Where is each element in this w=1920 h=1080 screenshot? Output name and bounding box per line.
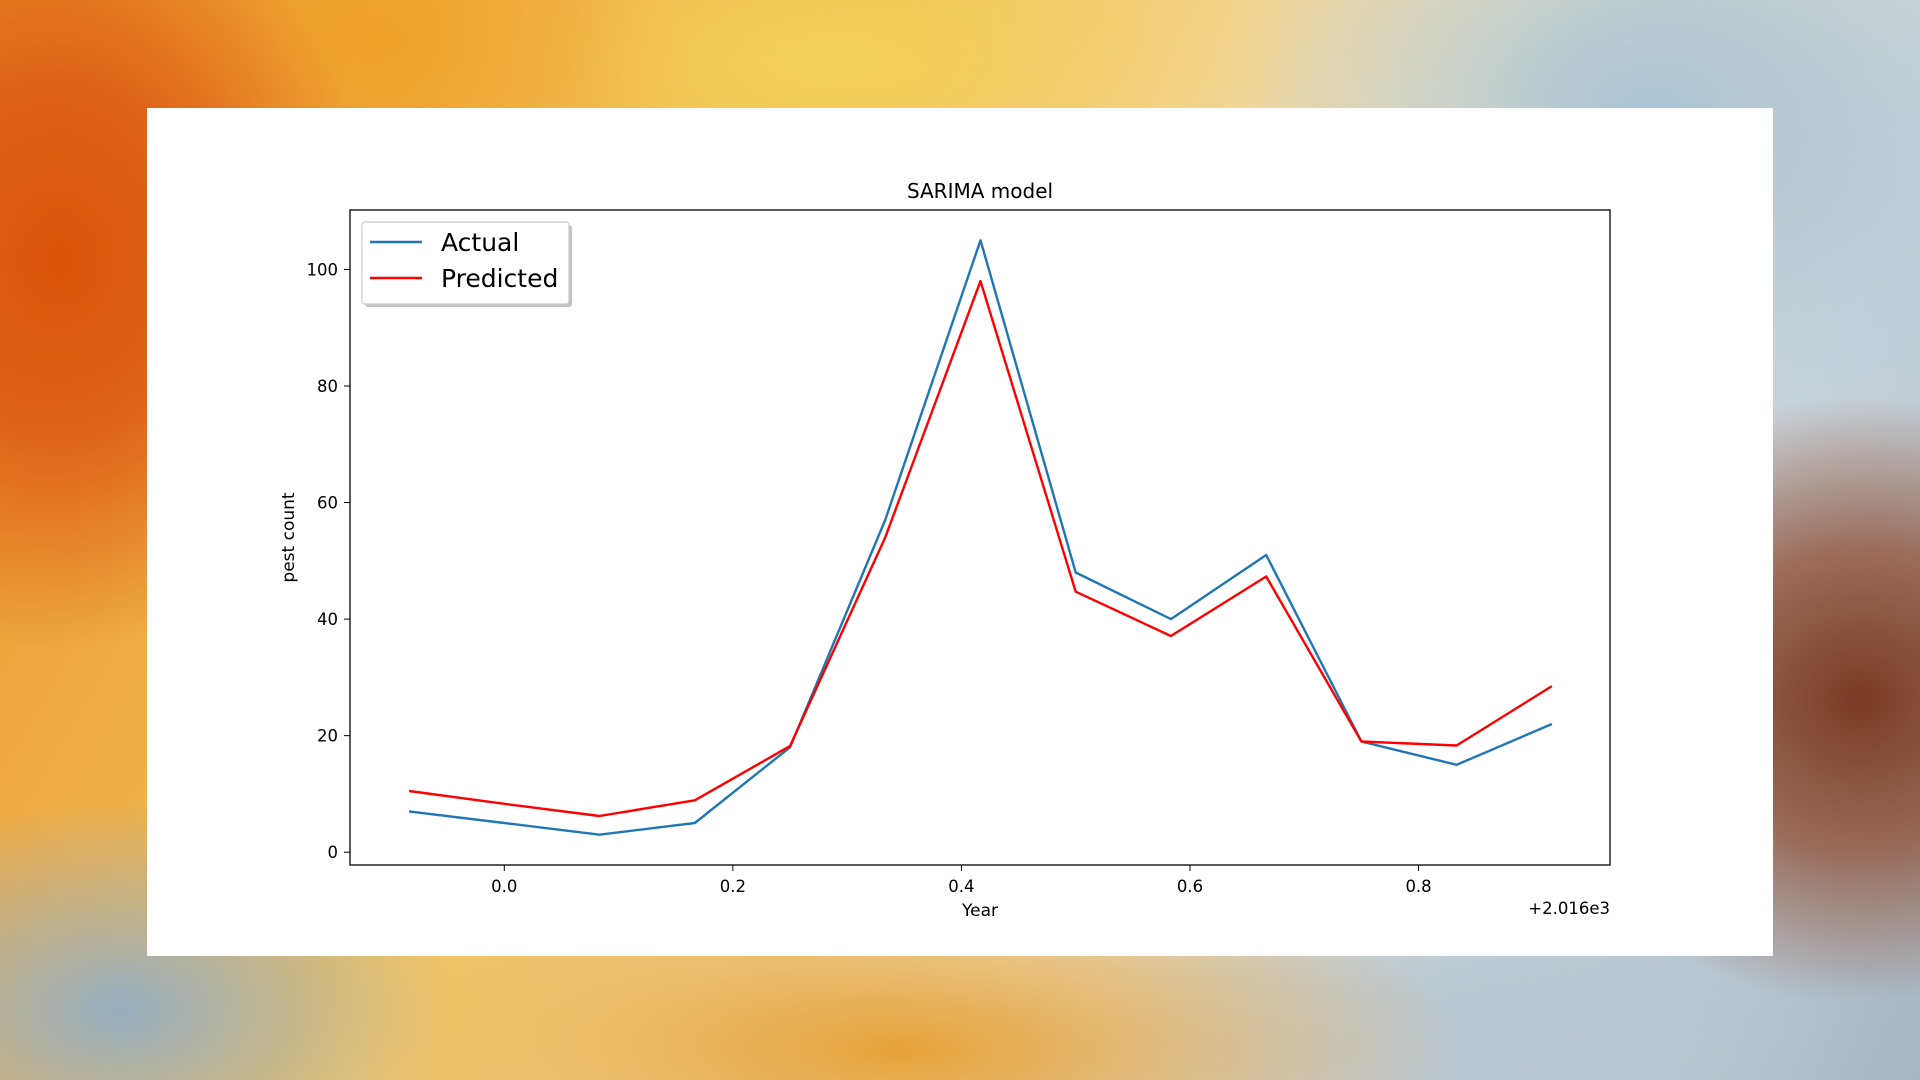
plot-panel: SARIMA model 0.0 0.2 0.4 0.6 0.8 0 20 40 60 80 10… [147, 108, 1773, 956]
legend-label-actual: Actual [441, 228, 519, 257]
x-tick-label: 0.8 [1405, 877, 1431, 896]
y-axis-label: pest count [279, 492, 299, 582]
y-tick-label: 60 [317, 494, 338, 513]
y-tick-label: 0 [328, 843, 339, 862]
y-tick-label: 80 [317, 377, 338, 396]
x-tick-label: 0.6 [1177, 877, 1203, 896]
sarima-line-chart: SARIMA model 0.0 0.2 0.4 0.6 0.8 0 20 40 60 80 10… [279, 179, 1611, 921]
x-tick-label: 0.0 [491, 877, 517, 896]
axes-frame [349, 209, 1611, 866]
legend-label-predicted: Predicted [441, 264, 558, 293]
y-tick-label: 40 [317, 610, 338, 629]
x-tick-label: 0.4 [948, 877, 974, 896]
y-axis-ticks: 0 20 40 60 80 100 [307, 260, 350, 862]
x-axis-label: Year [961, 901, 998, 921]
x-tick-label: 0.2 [720, 877, 746, 896]
y-tick-label: 100 [307, 260, 339, 279]
x-axis-ticks: 0.0 0.2 0.4 0.6 0.8 [491, 865, 1432, 896]
series-layer [408, 239, 1553, 836]
legend[interactable]: Actual Predicted [361, 221, 572, 307]
series-line-actual [408, 239, 1553, 836]
chart-title: SARIMA model [907, 179, 1053, 203]
x-axis-offset-label: +2.016e3 [1528, 899, 1610, 918]
series-line-predicted [408, 279, 1553, 818]
y-tick-label: 20 [317, 727, 338, 746]
